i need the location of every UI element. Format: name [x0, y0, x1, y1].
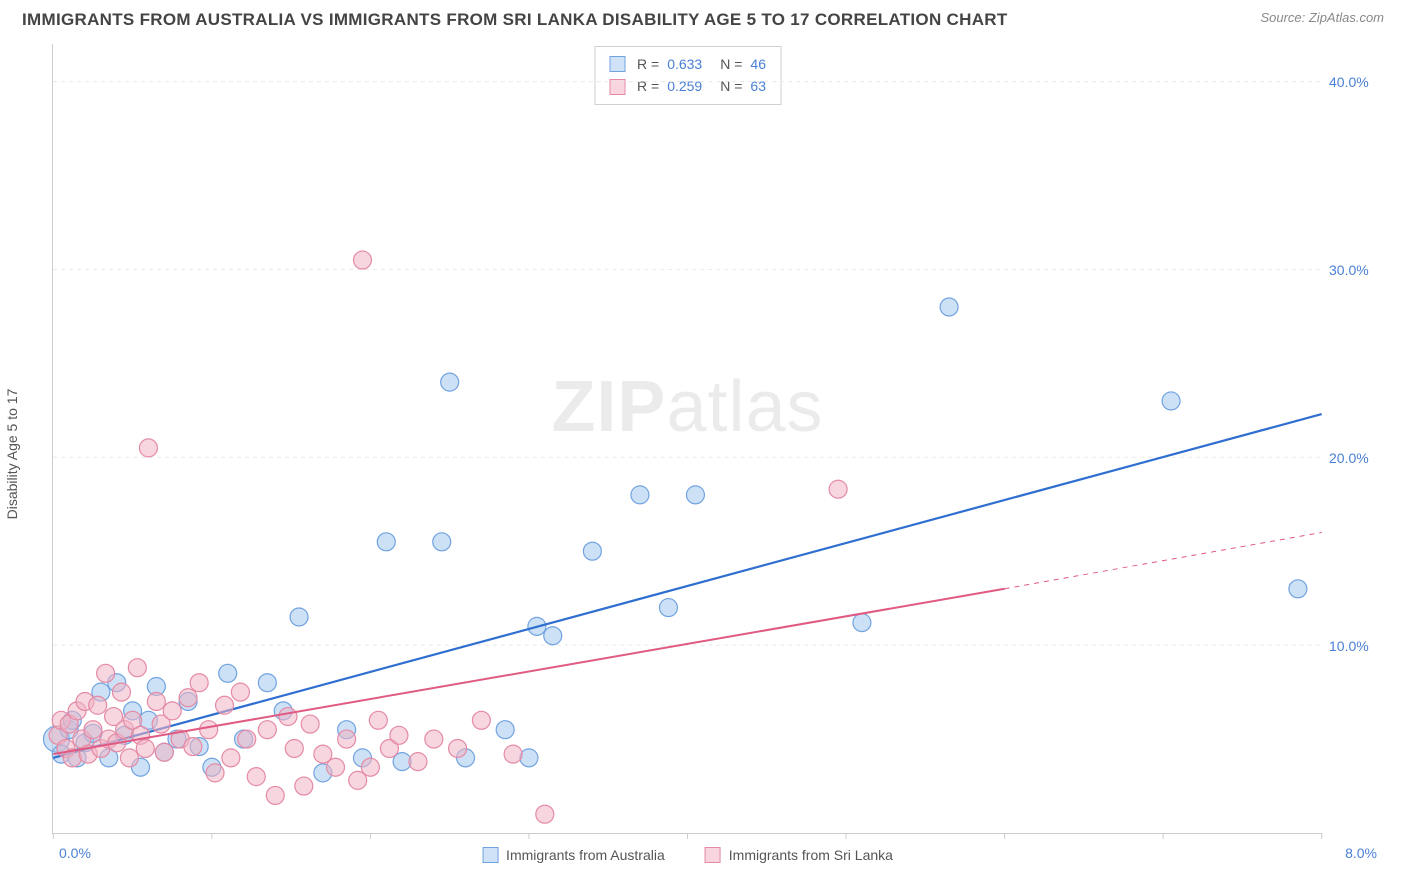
scatter-point: [338, 730, 356, 748]
scatter-point: [155, 743, 173, 761]
scatter-point: [659, 599, 677, 617]
scatter-point: [369, 711, 387, 729]
x-axis-min-label: 0.0%: [59, 845, 91, 861]
scatter-point: [238, 730, 256, 748]
scatter-point: [544, 627, 562, 645]
scatter-point: [190, 674, 208, 692]
scatter-point: [266, 786, 284, 804]
series-legend-item: Immigrants from Australia: [482, 847, 665, 863]
series-legend: Immigrants from Australia Immigrants fro…: [482, 847, 893, 863]
scatter-point: [496, 721, 514, 739]
legend-swatch: [705, 847, 721, 863]
trend-line: [53, 589, 1004, 754]
scatter-point: [353, 251, 371, 269]
y-axis-label: Disability Age 5 to 17: [4, 389, 20, 520]
trend-line: [53, 414, 1321, 758]
scatter-point: [1289, 580, 1307, 598]
scatter-point: [258, 674, 276, 692]
scatter-point: [361, 758, 379, 776]
source-label: Source: ZipAtlas.com: [1260, 10, 1384, 25]
y-tick-label: 20.0%: [1329, 450, 1384, 466]
scatter-point: [449, 739, 467, 757]
scatter-point: [686, 486, 704, 504]
scatter-point: [441, 373, 459, 391]
scatter-point: [631, 486, 649, 504]
scatter-point: [247, 768, 265, 786]
plot-area: ZIPatlas R = 0.633 N = 46 R = 0.259 N = …: [52, 44, 1322, 834]
scatter-point: [290, 608, 308, 626]
scatter-point: [200, 721, 218, 739]
scatter-point: [520, 749, 538, 767]
scatter-point: [536, 805, 554, 823]
chart-title: IMMIGRANTS FROM AUSTRALIA VS IMMIGRANTS …: [22, 10, 1008, 30]
trend-line-extension: [1005, 532, 1322, 588]
chart-svg: [53, 44, 1322, 833]
scatter-point: [940, 298, 958, 316]
scatter-point: [231, 683, 249, 701]
scatter-point: [472, 711, 490, 729]
y-tick-label: 40.0%: [1329, 74, 1384, 90]
scatter-point: [139, 439, 157, 457]
series-label: Immigrants from Sri Lanka: [729, 847, 893, 863]
scatter-point: [97, 664, 115, 682]
scatter-point: [504, 745, 522, 763]
scatter-point: [147, 693, 165, 711]
y-tick-label: 30.0%: [1329, 262, 1384, 278]
legend-swatch: [482, 847, 498, 863]
series-label: Immigrants from Australia: [506, 847, 665, 863]
scatter-point: [163, 702, 181, 720]
scatter-point: [583, 542, 601, 560]
scatter-point: [295, 777, 313, 795]
scatter-point: [409, 753, 427, 771]
y-tick-label: 10.0%: [1329, 638, 1384, 654]
scatter-point: [84, 721, 102, 739]
scatter-point: [433, 533, 451, 551]
scatter-point: [1162, 392, 1180, 410]
plot-container: Disability Age 5 to 17 ZIPatlas R = 0.63…: [52, 44, 1386, 864]
scatter-point: [390, 726, 408, 744]
scatter-point: [179, 689, 197, 707]
scatter-point: [222, 749, 240, 767]
scatter-point: [258, 721, 276, 739]
scatter-point: [112, 683, 130, 701]
series-legend-item: Immigrants from Sri Lanka: [705, 847, 893, 863]
scatter-point: [285, 739, 303, 757]
scatter-point: [128, 659, 146, 677]
scatter-point: [425, 730, 443, 748]
scatter-point: [206, 764, 224, 782]
scatter-point: [120, 749, 138, 767]
scatter-point: [327, 758, 345, 776]
scatter-point: [184, 738, 202, 756]
scatter-point: [136, 739, 154, 757]
scatter-point: [279, 708, 297, 726]
scatter-point: [377, 533, 395, 551]
scatter-point: [301, 715, 319, 733]
scatter-point: [216, 696, 234, 714]
x-axis-max-label: 8.0%: [1345, 845, 1377, 861]
scatter-point: [89, 696, 107, 714]
scatter-point: [829, 480, 847, 498]
scatter-point: [853, 614, 871, 632]
scatter-point: [219, 664, 237, 682]
